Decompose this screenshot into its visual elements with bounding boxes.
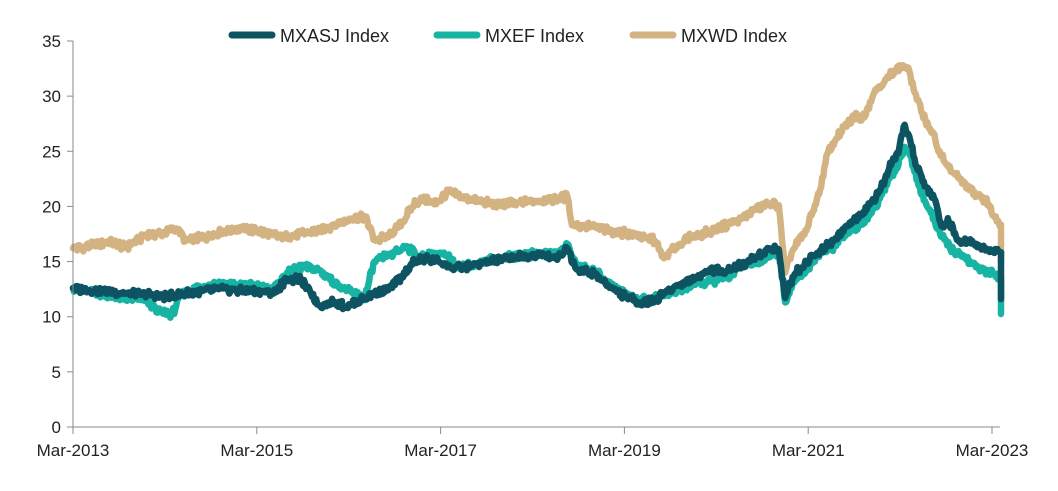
x-tick-label-mar-2021: Mar-2021 [772, 441, 845, 460]
chart-legend: MXASJ Index MXEF Index MXWD Index [228, 26, 787, 46]
x-tick-label-mar-2013: Mar-2013 [37, 441, 110, 460]
y-tick-label-0: 0 [52, 418, 61, 437]
chart-axes [72, 41, 1000, 428]
series-line-mxasj-index [69, 121, 1005, 313]
y-tick-label-15: 15 [42, 253, 61, 272]
y-tick-label-20: 20 [42, 197, 61, 216]
y-tick-label-35: 35 [42, 32, 61, 51]
series-line-mxwd-index [69, 61, 1005, 276]
x-tick-label-mar-2017: Mar-2017 [404, 441, 477, 460]
legend-label-mxwd-index: MXWD Index [681, 26, 787, 46]
series-lines [69, 61, 1005, 321]
y-tick-label-5: 5 [52, 363, 61, 382]
legend-label-mxasj-index: MXASJ Index [280, 26, 389, 46]
x-tick-label-mar-2015: Mar-2015 [220, 441, 293, 460]
y-tick-label-25: 25 [42, 142, 61, 161]
x-tick-label-mar-2019: Mar-2019 [588, 441, 661, 460]
x-tick-label-mar-2023: Mar-2023 [956, 441, 1029, 460]
y-axis-ticks: 0 5 10 15 20 25 30 35 [42, 32, 73, 437]
y-tick-label-30: 30 [42, 87, 61, 106]
y-tick-label-10: 10 [42, 308, 61, 327]
x-axis-ticks: Mar-2013 Mar-2015 Mar-2017 Mar-2019 Mar-2021… [37, 427, 1029, 460]
legend-label-mxef-index: MXEF Index [485, 26, 584, 46]
